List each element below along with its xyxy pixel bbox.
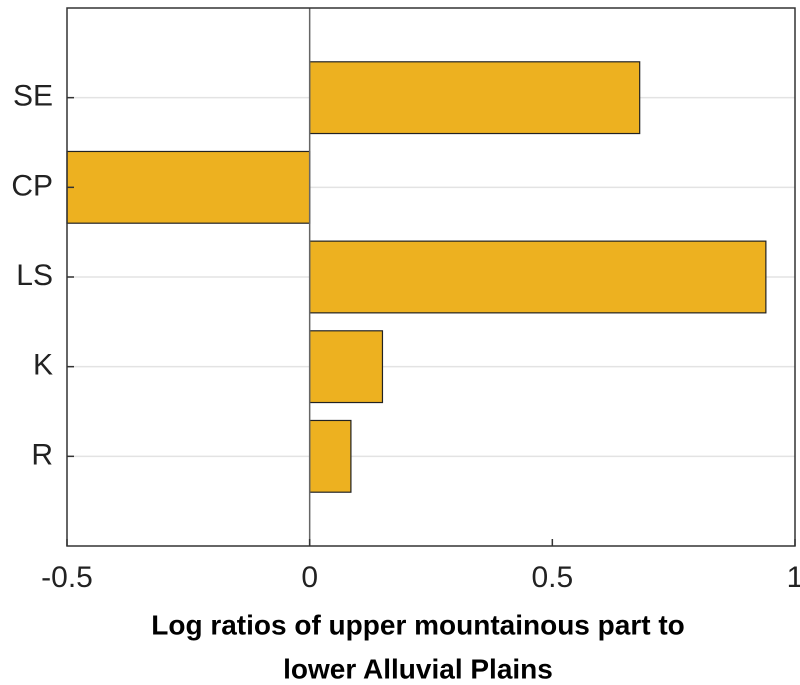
axes-frame (66, 7, 796, 547)
bar (66, 150, 311, 224)
x-tick-label: 1 (787, 561, 800, 594)
y-tick-label: K (33, 349, 53, 382)
x-tick-label: 0.5 (531, 561, 573, 594)
y-tick-label: SE (13, 80, 53, 113)
bar (309, 61, 641, 135)
bar (309, 240, 767, 314)
y-tick-label: R (31, 438, 53, 471)
y-tick-label: LS (16, 259, 53, 292)
x-axis-label: lower Alluvial Plains (283, 653, 553, 684)
y-tick-label: CP (11, 169, 53, 202)
bar (309, 419, 352, 493)
x-axis-label: Log ratios of upper mountainous part to (151, 609, 685, 640)
x-tick-label: 0 (301, 561, 318, 594)
bar (309, 330, 384, 404)
x-tick-label: -0.5 (41, 561, 93, 594)
